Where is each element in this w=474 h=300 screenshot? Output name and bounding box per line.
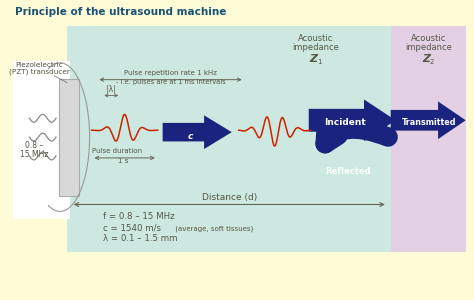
- Text: 2: 2: [430, 59, 434, 65]
- Text: Pulse duration: Pulse duration: [91, 148, 142, 154]
- Polygon shape: [309, 100, 396, 141]
- Text: c = 1540 m/s: c = 1540 m/s: [103, 223, 162, 232]
- Text: - i.e. pulses are at 1 ms intervals: - i.e. pulses are at 1 ms intervals: [116, 79, 225, 85]
- Text: impedance: impedance: [405, 43, 452, 52]
- Text: f = 0.8 – 15 MHz: f = 0.8 – 15 MHz: [103, 212, 175, 221]
- Text: Pulse repetition rate 1 kHz: Pulse repetition rate 1 kHz: [124, 70, 217, 76]
- Text: (average, soft tissues): (average, soft tissues): [173, 225, 253, 232]
- Text: |λ|: |λ|: [107, 85, 116, 94]
- Text: 1: 1: [318, 59, 322, 65]
- Text: λ = 0.1 – 1.5 mm: λ = 0.1 – 1.5 mm: [103, 234, 178, 243]
- Text: Principle of the ultrasound machine: Principle of the ultrasound machine: [15, 7, 226, 17]
- Text: impedance: impedance: [292, 43, 339, 52]
- Polygon shape: [391, 101, 465, 139]
- Text: Transmitted: Transmitted: [402, 118, 456, 127]
- Text: c: c: [188, 132, 193, 141]
- FancyBboxPatch shape: [13, 61, 70, 219]
- Text: Z: Z: [422, 54, 430, 64]
- Text: Incident: Incident: [324, 118, 366, 127]
- FancyBboxPatch shape: [391, 26, 465, 252]
- Text: Piezolelectric: Piezolelectric: [15, 62, 63, 68]
- Text: 15 MHz: 15 MHz: [20, 150, 48, 159]
- Text: Acoustic: Acoustic: [298, 34, 333, 43]
- FancyBboxPatch shape: [59, 79, 79, 196]
- Text: (PZT) transducer: (PZT) transducer: [9, 69, 70, 75]
- FancyBboxPatch shape: [67, 26, 391, 252]
- Polygon shape: [163, 115, 232, 149]
- Text: 0.8 –: 0.8 –: [25, 141, 44, 150]
- Text: Z: Z: [310, 54, 318, 64]
- Text: Distance (d): Distance (d): [202, 193, 257, 202]
- Text: Reflected: Reflected: [326, 167, 371, 176]
- Text: Acoustic: Acoustic: [410, 34, 446, 43]
- Text: 1 s: 1 s: [118, 158, 128, 164]
